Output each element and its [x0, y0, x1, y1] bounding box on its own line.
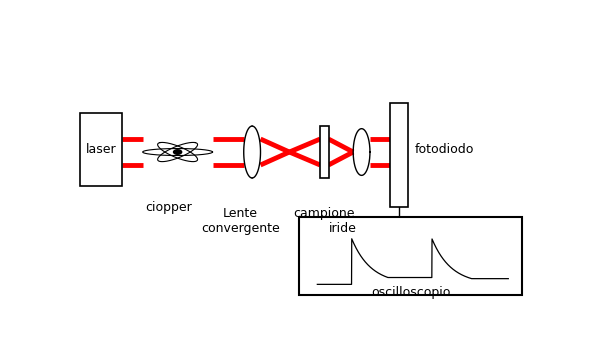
Bar [320, 126, 329, 178]
Bar [299, 217, 522, 295]
Bar [389, 103, 408, 207]
Circle shape [174, 150, 182, 154]
Text: ciopper: ciopper [145, 201, 192, 214]
Text: fotodiodo: fotodiodo [415, 143, 475, 156]
Text: iride: iride [329, 222, 357, 235]
Text: laser: laser [85, 143, 116, 156]
Bar [80, 113, 121, 186]
Text: oscilloscopio: oscilloscopio [371, 286, 450, 299]
Text: Lente
convergente: Lente convergente [201, 207, 280, 235]
Text: campione: campione [293, 207, 355, 219]
